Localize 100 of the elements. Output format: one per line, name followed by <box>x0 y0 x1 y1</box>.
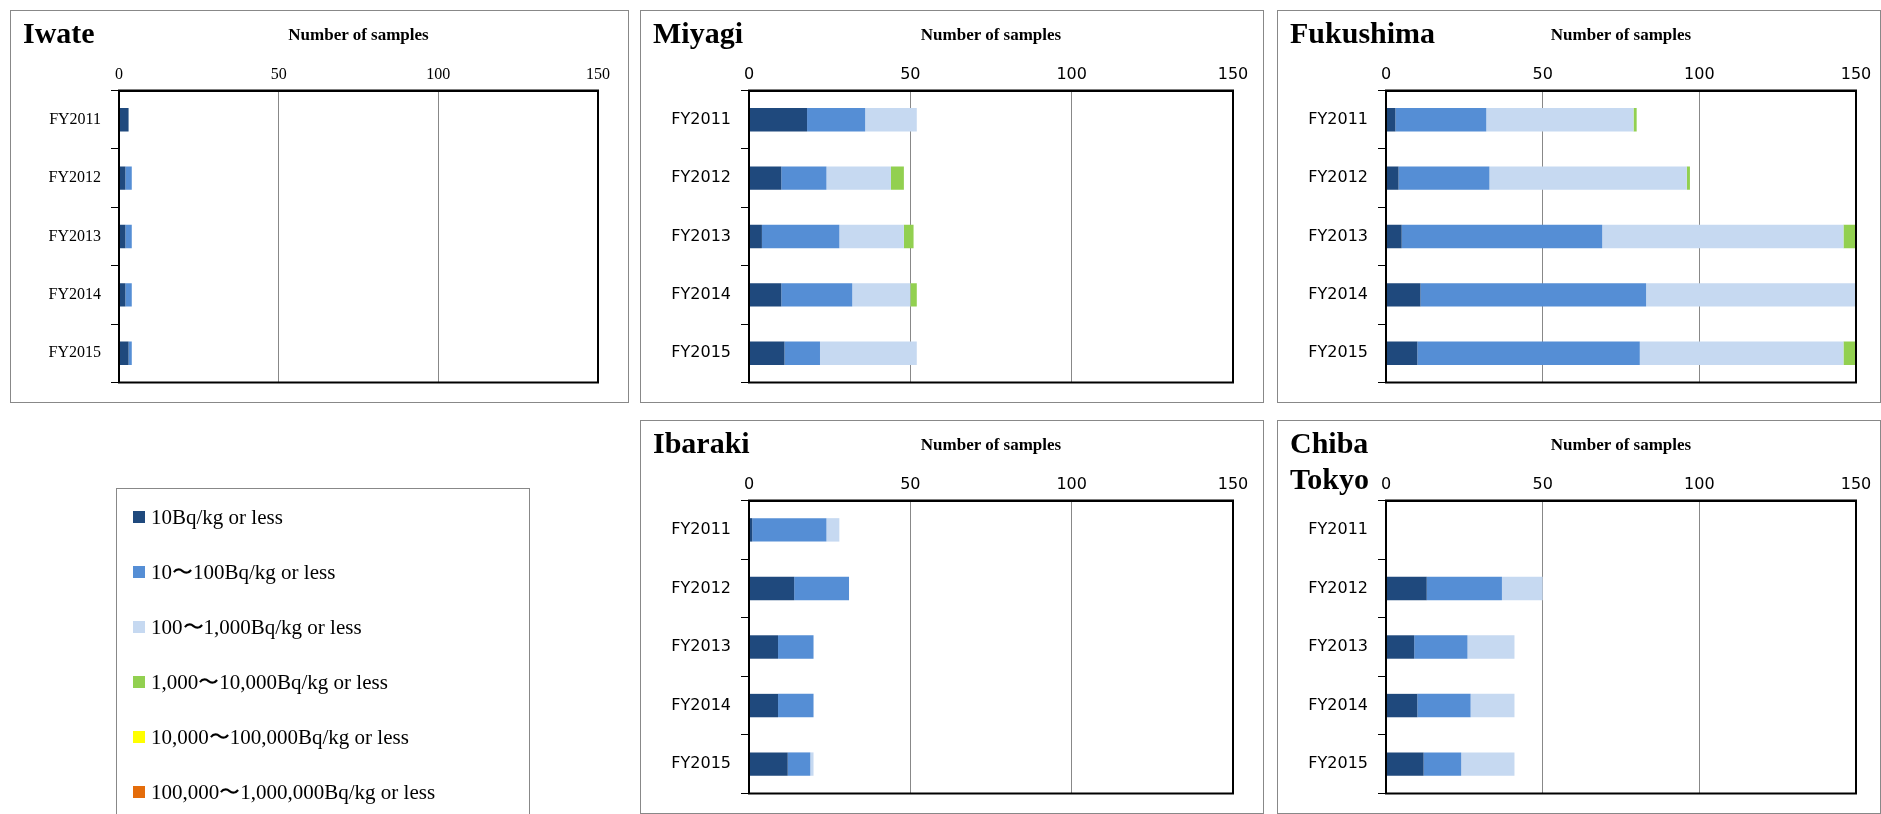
y-tick-label: FY2012 <box>671 577 731 597</box>
x-tick-label: 150 <box>1217 64 1249 84</box>
bar <box>807 108 866 132</box>
chart-title: Fukushima <box>1290 15 1436 51</box>
legend-label: 10,000〜100,000Bq/kg or less <box>151 724 409 751</box>
y-tick-label: FY2013 <box>671 636 731 656</box>
chart-title: Ibaraki <box>653 425 750 461</box>
y-tick-label: FY2011 <box>1308 108 1368 128</box>
bar <box>839 224 904 249</box>
bar <box>749 224 762 249</box>
chart-title: Chiba Tokyo <box>1290 425 1369 497</box>
x-tick-label: 50 <box>1532 64 1553 84</box>
bar <box>784 341 820 365</box>
bar <box>1386 283 1421 307</box>
bar <box>749 752 788 776</box>
x-tick-label: 50 <box>270 65 287 83</box>
bar <box>1426 576 1502 601</box>
y-tick-label: FY2015 <box>671 342 731 362</box>
bar <box>810 752 814 776</box>
x-tick-label: 150 <box>1840 64 1872 84</box>
bar <box>1386 693 1418 718</box>
bar <box>761 224 840 249</box>
y-tick-label: FY2014 <box>671 284 731 304</box>
x-axis-title: Number of samples <box>920 434 1062 454</box>
bar <box>781 283 853 307</box>
y-tick-label: FY2014 <box>1308 694 1368 714</box>
bar <box>1386 576 1427 601</box>
bar <box>749 693 779 718</box>
y-tick-label: FY2013 <box>48 226 101 244</box>
bar <box>752 518 827 542</box>
x-tick-label: 50 <box>1532 474 1553 494</box>
bar <box>749 166 782 190</box>
bar <box>1470 693 1515 718</box>
y-tick-label: FY2014 <box>671 694 731 714</box>
bar <box>826 518 840 542</box>
bar <box>890 166 904 190</box>
bar <box>1843 341 1856 365</box>
bar <box>1386 635 1415 659</box>
y-tick-label: FY2012 <box>1308 167 1368 187</box>
y-tick-label: FY2013 <box>1308 225 1368 245</box>
bar <box>1501 576 1543 601</box>
bar <box>1417 693 1471 718</box>
x-tick-label: 150 <box>1840 474 1872 494</box>
bar <box>1461 752 1515 776</box>
bar <box>749 635 779 659</box>
bar <box>1423 752 1462 776</box>
bar <box>1467 635 1515 659</box>
bar <box>1486 108 1634 132</box>
x-tick-label: 0 <box>115 65 123 83</box>
x-axis-title: Number of samples <box>1550 434 1692 454</box>
x-axis-title: Number of samples <box>920 24 1062 44</box>
bar <box>749 576 795 601</box>
y-tick-label: FY2011 <box>671 108 731 128</box>
legend-label: 1,000〜10,000Bq/kg or less <box>151 669 388 696</box>
x-tick-label: 100 <box>426 65 451 83</box>
bar <box>1489 166 1687 190</box>
y-tick-label: FY2013 <box>671 225 731 245</box>
bar <box>826 166 891 190</box>
legend-label: 100〜1,000Bq/kg or less <box>151 614 362 641</box>
bar <box>1420 283 1647 307</box>
bar <box>910 283 917 307</box>
bar <box>865 108 917 132</box>
bar <box>1395 108 1487 132</box>
x-tick-label: 0 <box>1380 474 1392 494</box>
y-tick-label: FY2012 <box>48 168 101 186</box>
y-tick-label: FY2014 <box>48 285 101 303</box>
y-tick-label: FY2014 <box>1308 284 1368 304</box>
bar <box>1633 108 1637 132</box>
x-tick-label: 50 <box>900 64 921 84</box>
bar <box>1417 341 1640 365</box>
bar <box>819 341 917 365</box>
bar <box>781 166 827 190</box>
y-tick-label: FY2012 <box>671 167 731 187</box>
x-tick-label: 100 <box>1056 64 1087 84</box>
x-tick-label: 150 <box>1217 474 1249 494</box>
x-tick-label: 100 <box>1056 474 1087 494</box>
x-tick-label: 100 <box>1684 474 1715 494</box>
bar <box>1386 166 1399 190</box>
bar <box>1686 166 1690 190</box>
bar <box>1398 166 1490 190</box>
bar <box>1639 341 1844 365</box>
legend-label: 100,000〜1,000,000Bq/kg or less <box>151 779 436 806</box>
chart-title: Iwate <box>23 15 95 51</box>
bar <box>1386 752 1424 776</box>
bar <box>1414 635 1468 659</box>
y-tick-label: FY2015 <box>1308 753 1368 773</box>
bar <box>778 693 814 718</box>
bar <box>749 283 782 307</box>
bar <box>1843 224 1856 249</box>
x-tick-label: 0 <box>1380 64 1392 84</box>
y-tick-label: FY2011 <box>1308 519 1368 539</box>
y-tick-label: FY2011 <box>671 519 731 539</box>
bar <box>794 576 850 601</box>
y-tick-label: FY2013 <box>1308 636 1368 656</box>
x-tick-label: 150 <box>586 65 610 83</box>
bar <box>1386 341 1418 365</box>
legend-label: 10Bq/kg or less <box>151 504 283 530</box>
bar <box>852 283 911 307</box>
y-tick-label: FY2015 <box>48 343 101 361</box>
bar <box>1602 224 1844 249</box>
